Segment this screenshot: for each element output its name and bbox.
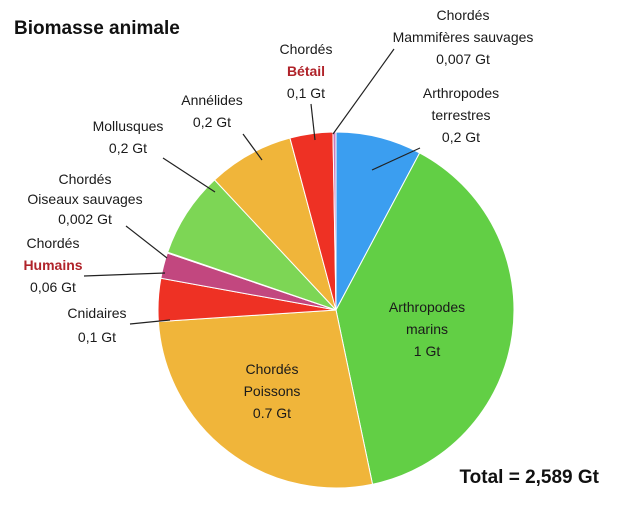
leader-line-5 — [125, 225, 168, 259]
leader-line-0 — [371, 147, 421, 171]
slice-label-2-line-0: Chordés — [246, 361, 299, 377]
leader-line-7 — [242, 133, 263, 161]
slice-label-1-line-1: marins — [406, 321, 448, 337]
pie-slice-2 — [157, 309, 374, 489]
pie-slice-1 — [335, 152, 515, 485]
slice-label-1-line-2: 1 Gt — [414, 343, 441, 359]
slice-label-5-line-2: 0,002 Gt — [58, 211, 112, 227]
slice-label-8-line-0: Chordés — [280, 41, 333, 57]
leader-line-6 — [162, 157, 216, 193]
slice-label-8-line-2: 0,1 Gt — [287, 85, 325, 101]
slice-label-9-line-0: Chordés — [437, 7, 490, 23]
leader-line-8 — [310, 103, 316, 141]
slice-label-0-line-2: 0,2 Gt — [442, 129, 480, 145]
leader-lines — [83, 48, 421, 325]
slice-label-5-line-1: Oiseaux sauvages — [27, 191, 142, 207]
slice-label-0-line-1: terrestres — [431, 107, 490, 123]
slice-label-6-line-1: 0,2 Gt — [109, 140, 147, 156]
pie-slices — [157, 131, 515, 489]
chart-title: Biomasse animale — [14, 18, 180, 39]
slice-label-1-line-0: Arthropodes — [389, 299, 465, 315]
slice-label-5-line-0: Chordés — [59, 171, 112, 187]
slice-label-2-line-1: Poissons — [244, 383, 301, 399]
slice-labels: Arthropodes terrestres 0,2 Gt Arthropodes ma… — [23, 7, 533, 421]
slice-label-6-line-0: Mollusques — [93, 118, 164, 134]
slice-label-9-line-1: Mammifères sauvages — [393, 29, 534, 45]
slice-label-0-line-0: Arthropodes — [423, 85, 499, 101]
slice-label-4-line-0: Chordés — [27, 235, 80, 251]
slice-label-3-line-0: Cnidaires — [67, 305, 126, 321]
slice-label-7-line-1: 0,2 Gt — [193, 114, 231, 130]
slice-label-2-line-2: 0.7 Gt — [253, 405, 291, 421]
slice-label-7-line-0: Annélides — [181, 92, 243, 108]
total-label: Total = 2,589 Gt — [459, 467, 599, 488]
leader-line-9 — [332, 48, 395, 135]
slice-label-8-line-1: Bétail — [287, 63, 325, 79]
leader-line-3 — [129, 319, 171, 325]
slice-label-3-line-1: 0,1 Gt — [78, 329, 116, 345]
leader-line-4 — [83, 272, 166, 277]
slice-label-4-line-1: Humains — [23, 257, 82, 273]
slice-label-9-line-2: 0,007 Gt — [436, 51, 490, 67]
slice-label-4-line-2: 0,06 Gt — [30, 279, 76, 295]
